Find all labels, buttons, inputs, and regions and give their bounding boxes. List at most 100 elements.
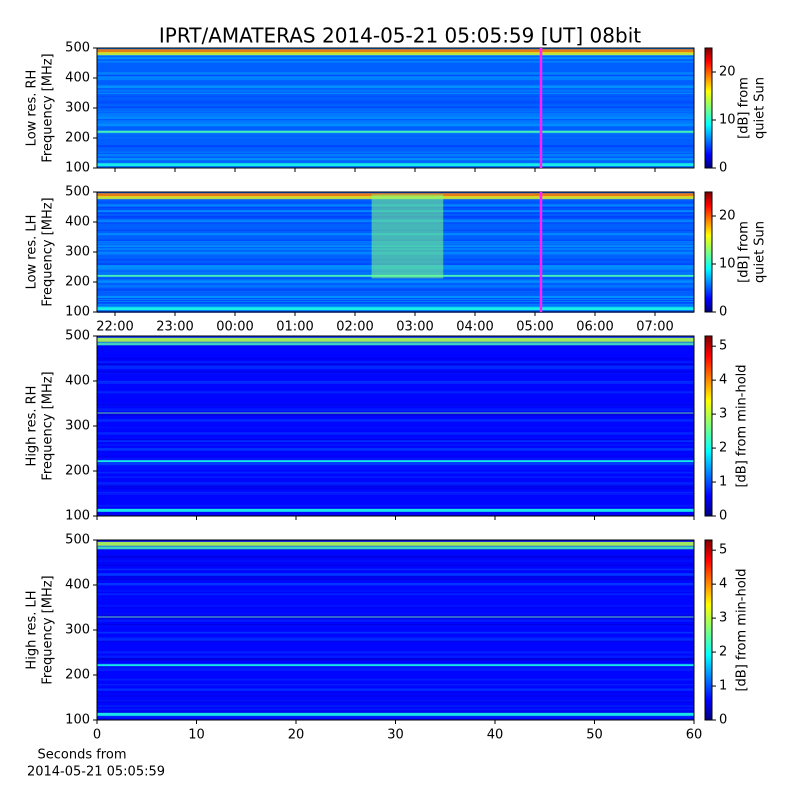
feature — [97, 712, 694, 716]
colorbar-tick-label: 0 — [719, 713, 727, 728]
texture — [97, 437, 694, 439]
texture — [97, 652, 694, 654]
feature — [97, 460, 694, 463]
colorbar-tick-label: 3 — [719, 611, 727, 626]
texture — [97, 77, 694, 81]
texture — [97, 357, 694, 360]
texture — [97, 285, 694, 288]
texture — [97, 688, 694, 691]
feature — [97, 508, 694, 512]
x-label: Seconds from — [37, 748, 126, 763]
texture — [97, 606, 694, 609]
colorbar-tick-label: 5 — [719, 543, 727, 558]
spectrogram — [97, 336, 694, 517]
texture — [97, 402, 694, 405]
texture — [97, 82, 694, 84]
colorbar-tick-label: 10 — [719, 257, 736, 272]
texture — [97, 405, 694, 407]
texture — [97, 638, 694, 641]
texture — [97, 466, 694, 468]
colorbar-label: [dB] from — [737, 221, 752, 283]
colorbar — [704, 539, 713, 721]
texture — [97, 576, 694, 578]
texture — [97, 117, 694, 120]
y-tick-label: 300 — [65, 623, 90, 638]
texture — [97, 89, 694, 92]
feature — [97, 412, 694, 414]
y-tick-label: 500 — [65, 185, 90, 200]
texture — [97, 279, 694, 281]
texture — [97, 593, 694, 596]
texture — [97, 451, 694, 453]
texture — [97, 399, 694, 402]
texture — [97, 482, 694, 485]
texture — [97, 458, 694, 460]
y-tick-label: 100 — [65, 713, 90, 728]
x-tick-label: 60 — [686, 728, 703, 743]
feature — [97, 342, 694, 346]
texture — [97, 640, 694, 643]
background — [97, 336, 694, 516]
texture — [97, 493, 694, 496]
texture — [97, 595, 694, 597]
y-label: Frequency [MHz] — [41, 53, 56, 162]
texture — [97, 637, 694, 640]
texture — [97, 107, 694, 110]
texture — [97, 471, 694, 474]
y-tick-label: 400 — [65, 71, 90, 86]
texture — [97, 95, 694, 98]
texture — [97, 367, 694, 370]
texture — [97, 299, 694, 302]
texture — [97, 156, 694, 159]
texture — [97, 623, 694, 626]
colorbar-tick-label: 1 — [719, 475, 727, 490]
x-tick-label: 40 — [487, 728, 504, 743]
texture — [97, 432, 694, 435]
texture — [97, 485, 694, 487]
texture — [97, 381, 694, 384]
texture — [97, 655, 694, 658]
texture — [97, 717, 694, 720]
texture — [97, 363, 694, 366]
texture — [97, 568, 694, 571]
colorbar-tick-label: 1 — [719, 679, 727, 694]
texture — [97, 684, 694, 686]
texture — [97, 120, 694, 123]
texture — [97, 300, 694, 303]
colorbar-tick-label: 5 — [719, 339, 727, 354]
y-tick-label: 400 — [65, 374, 90, 389]
y-tick-label: 100 — [65, 305, 90, 320]
texture — [97, 288, 694, 290]
texture — [97, 426, 694, 429]
texture — [97, 626, 694, 628]
texture — [97, 371, 694, 374]
texture — [97, 290, 694, 293]
feature — [97, 130, 694, 133]
texture — [97, 288, 694, 291]
spectrogram — [97, 540, 694, 721]
y-label: High res. LH — [25, 590, 40, 669]
texture — [97, 302, 694, 306]
colorbar-label: [dB] from min-hold — [735, 568, 750, 691]
texture — [97, 468, 694, 471]
texture — [97, 666, 694, 668]
texture — [97, 99, 694, 102]
texture — [97, 632, 694, 635]
texture — [97, 662, 694, 665]
y-label: Frequency [MHz] — [41, 371, 56, 480]
texture — [97, 74, 694, 77]
colorbar-label: [dB] from — [737, 77, 752, 139]
colorbar-tick-label: 2 — [719, 645, 727, 660]
texture — [97, 296, 694, 298]
texture — [97, 691, 694, 694]
texture — [97, 161, 694, 163]
y-tick-label: 200 — [65, 131, 90, 146]
texture — [97, 605, 694, 607]
colorbar-label: quiet Sun — [753, 77, 768, 139]
y-tick-label: 200 — [65, 668, 90, 683]
texture — [97, 365, 694, 368]
texture — [97, 695, 694, 697]
texture — [97, 614, 694, 616]
y-label: Frequency [MHz] — [41, 197, 56, 306]
